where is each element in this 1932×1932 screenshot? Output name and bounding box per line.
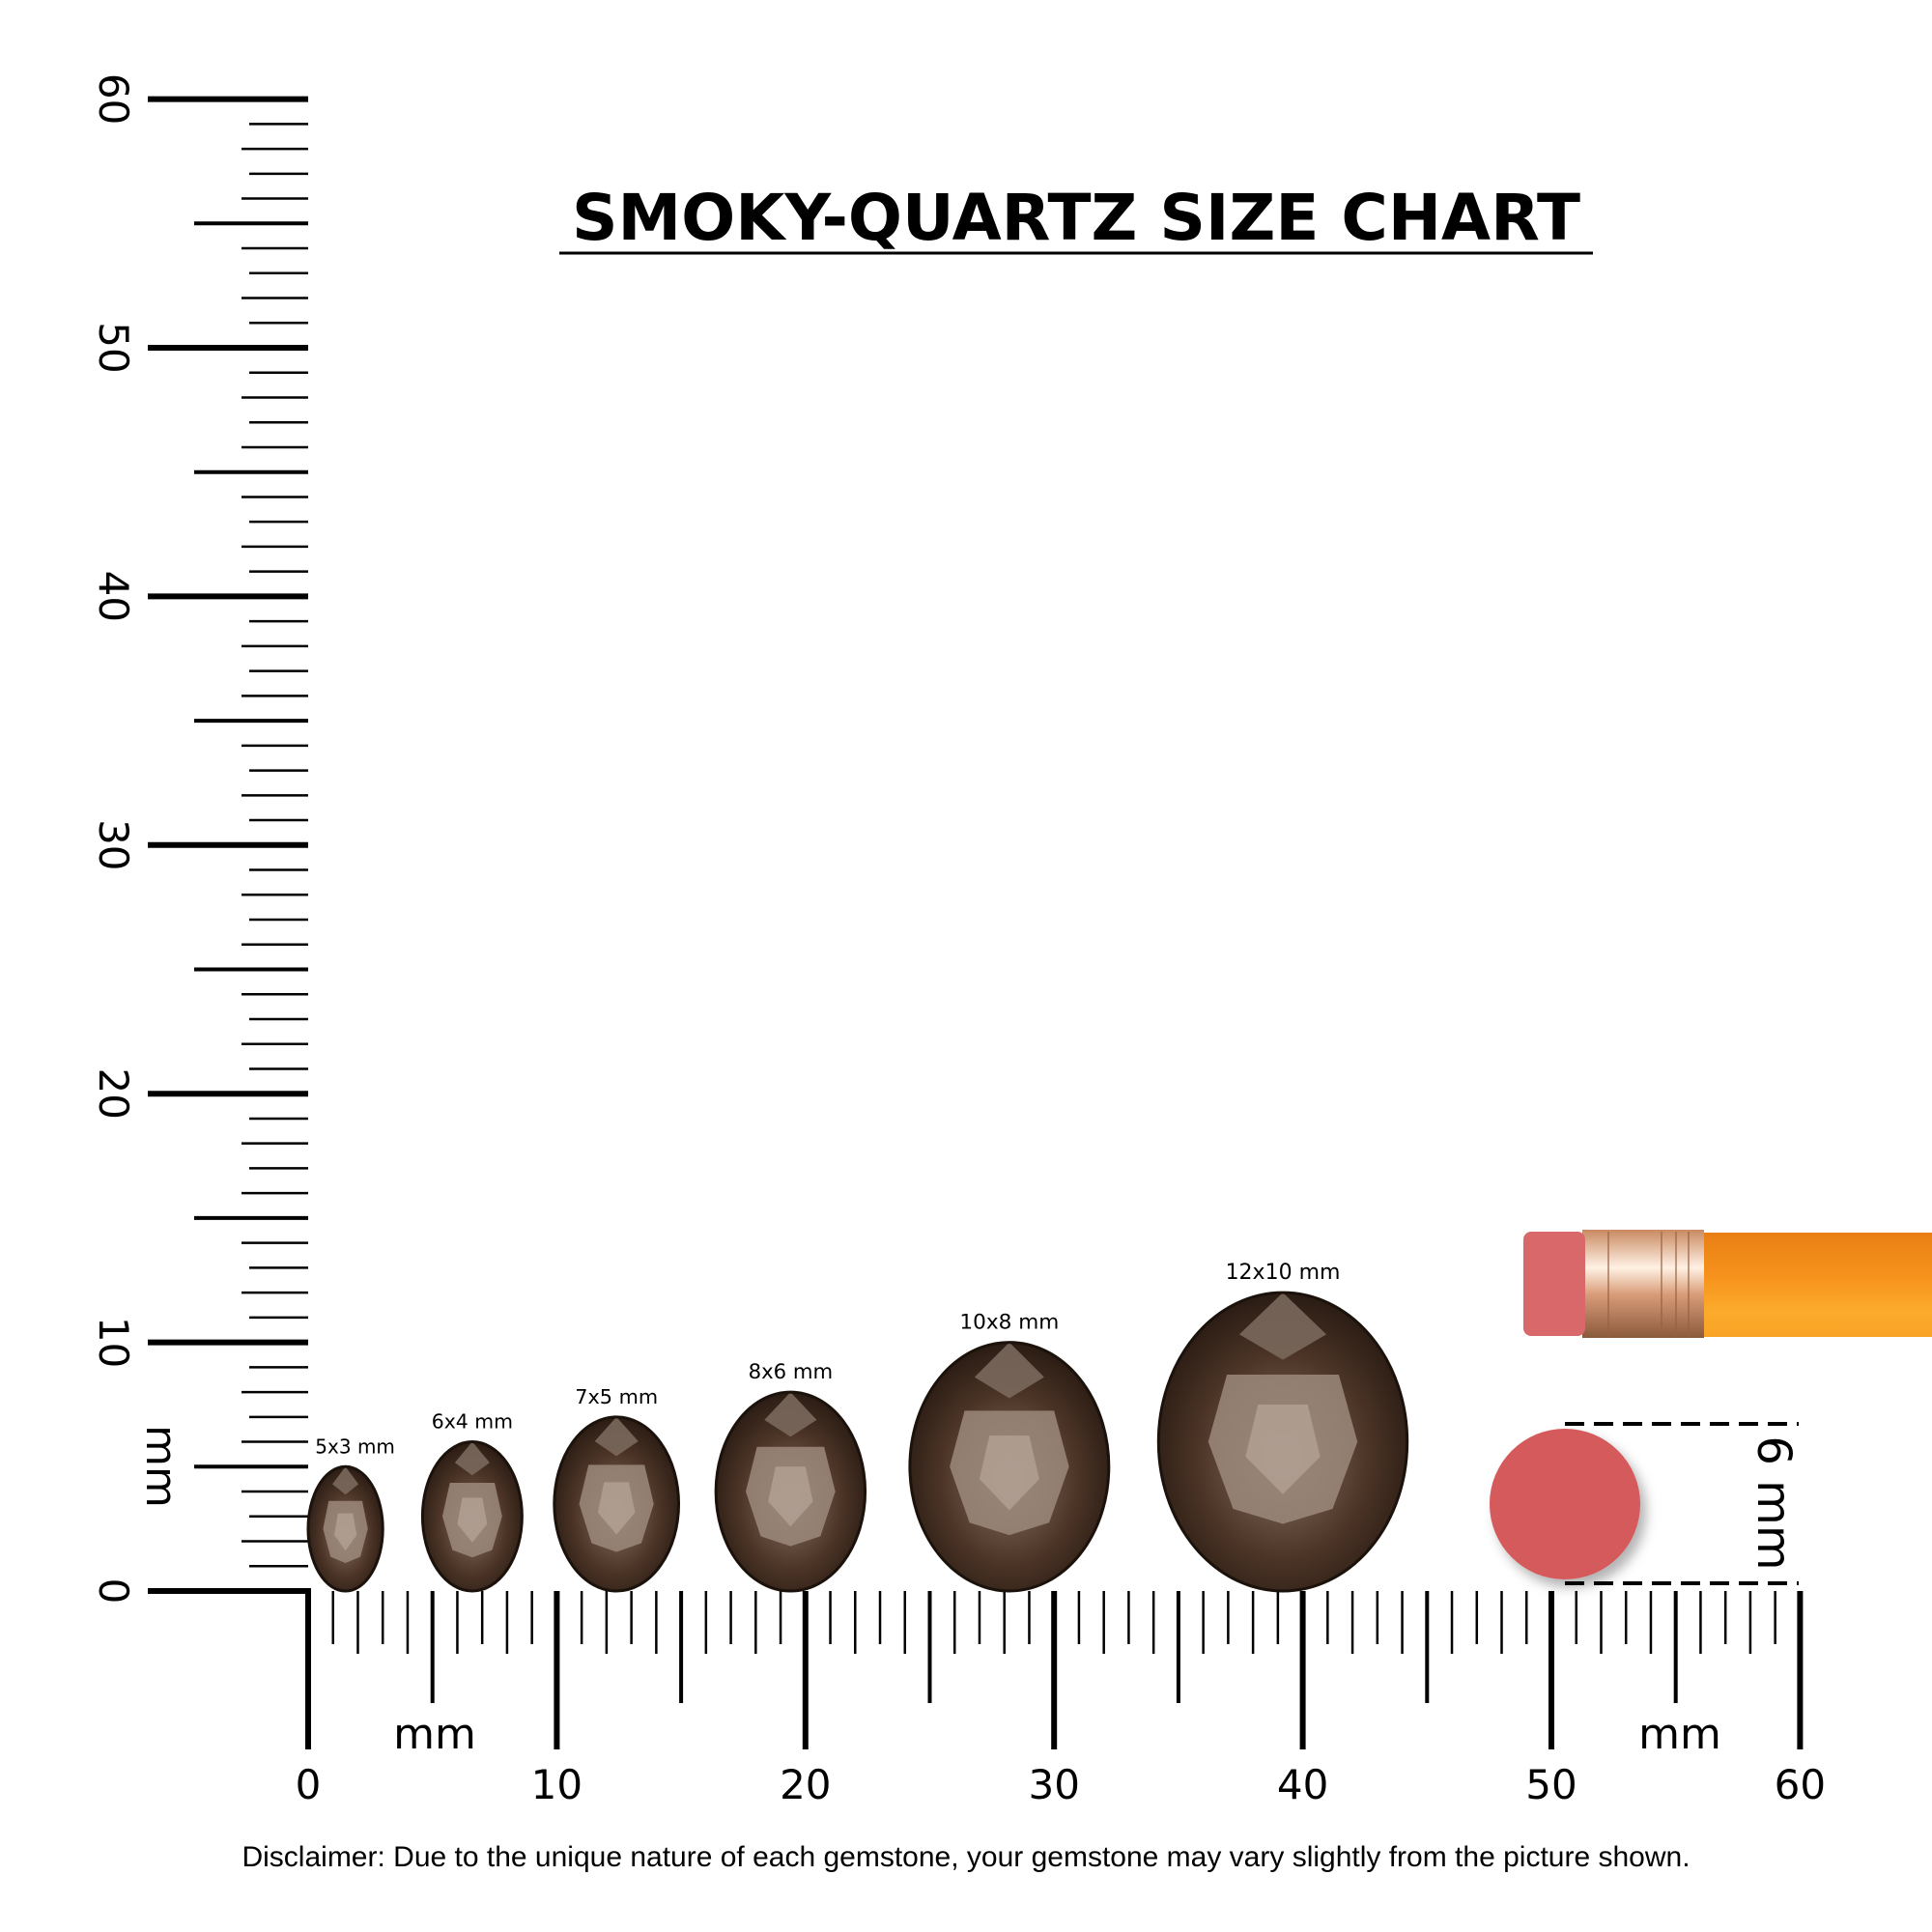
gem-size-label: 7x5 mm	[575, 1385, 658, 1408]
gem-size-label: 8x6 mm	[749, 1359, 834, 1383]
gem-outline	[420, 1440, 524, 1593]
horizontal-unit-label-right: mm	[1638, 1710, 1721, 1759]
gem-item: 5x3 mm	[306, 1435, 395, 1593]
gem-item: 8x6 mm	[714, 1359, 867, 1593]
gem-item: 7x5 mm	[553, 1385, 681, 1593]
x-tick-label: 20	[780, 1761, 831, 1808]
gem-outline	[1156, 1291, 1409, 1593]
gem-item: 12x10 mm	[1156, 1261, 1409, 1593]
y-tick-label: 10	[90, 1317, 137, 1368]
gem-size-label: 10x8 mm	[959, 1311, 1059, 1335]
pencil-body	[1702, 1233, 1932, 1337]
x-tick-label: 60	[1775, 1761, 1826, 1808]
gem-facet	[764, 1392, 817, 1437]
gem-outline	[553, 1415, 681, 1593]
y-tick-label: 50	[90, 322, 137, 373]
gem-facet	[334, 1513, 357, 1551]
x-tick-label: 10	[531, 1761, 582, 1808]
y-tick-label: 20	[90, 1067, 137, 1119]
gem-facet	[454, 1441, 490, 1476]
gem-facet	[457, 1497, 488, 1543]
y-tick-label: 0	[90, 1578, 137, 1605]
gem-facet	[1238, 1293, 1327, 1360]
gem-size-label: 5x3 mm	[315, 1435, 395, 1458]
x-tick-label: 30	[1028, 1761, 1079, 1808]
eraser-reference-circle	[1490, 1429, 1640, 1579]
vertical-unit-label: mm	[136, 1425, 185, 1508]
gem-facet	[594, 1416, 639, 1457]
gem-item: 10x8 mm	[908, 1311, 1111, 1593]
gem-facet	[1245, 1404, 1321, 1494]
gem-outline	[306, 1464, 384, 1593]
x-tick-label: 40	[1277, 1761, 1328, 1808]
gem-facet	[979, 1435, 1039, 1511]
gem-facet	[768, 1466, 813, 1527]
gem-outline	[714, 1390, 867, 1593]
horizontal-unit-label-left: mm	[393, 1710, 476, 1759]
gem-facet	[332, 1466, 359, 1495]
pencil-eraser	[1523, 1232, 1585, 1336]
gem-size-label: 12x10 mm	[1226, 1261, 1341, 1285]
vertical-ruler: 0 10 20 30 40 50 60	[90, 73, 308, 1604]
pencil-ferrule	[1582, 1230, 1704, 1338]
horizontal-ruler: 0 10 20 30 40 50 60	[148, 1588, 1826, 1808]
page-title: SMOKY-QUARTZ SIZE CHART	[572, 181, 1580, 255]
reference-label: 6 mm	[1747, 1435, 1801, 1570]
disclaimer: Disclaimer: Due to the unique nature of …	[242, 1841, 1690, 1873]
gem-outline	[908, 1341, 1111, 1593]
gem-facet	[974, 1342, 1044, 1399]
gem-item: 6x4 mm	[420, 1410, 524, 1593]
x-tick-label: 0	[296, 1761, 322, 1808]
gem-size-label: 6x4 mm	[432, 1410, 513, 1434]
pencil-image	[1523, 1230, 1932, 1338]
y-tick-label: 30	[90, 819, 137, 870]
y-tick-label: 40	[90, 571, 137, 622]
x-tick-label: 50	[1525, 1761, 1577, 1808]
y-tick-label: 60	[90, 73, 137, 125]
gem-row: 5x3 mm 6x4 mm 7x5 mm 8x6 mm 10x8 mm 12x10 mm	[306, 1261, 1409, 1593]
gem-facet	[597, 1482, 636, 1535]
